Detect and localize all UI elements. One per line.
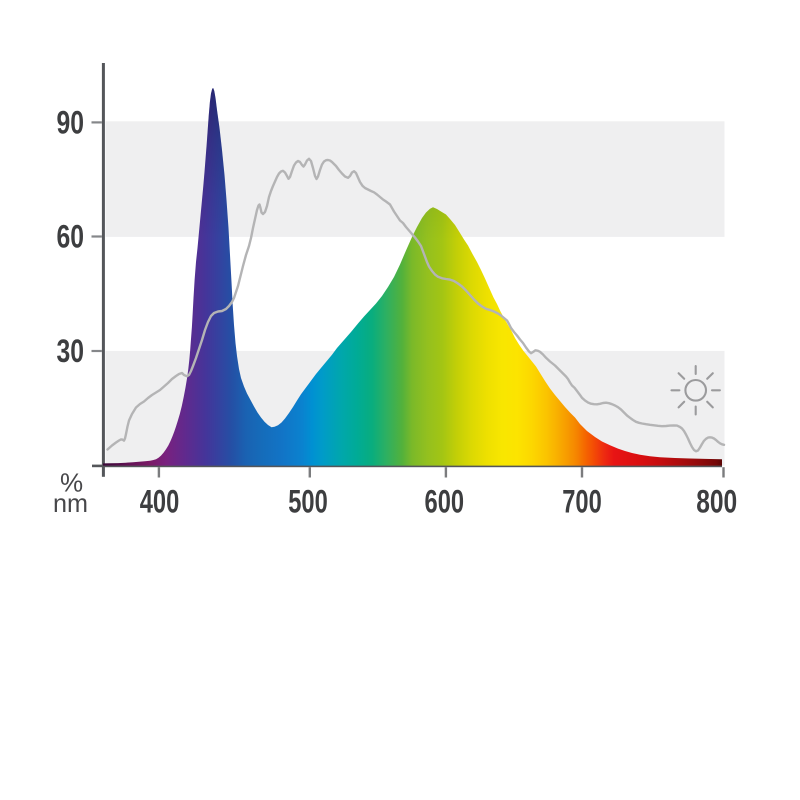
svg-text:500: 500 [288, 484, 328, 520]
svg-text:nm: nm [53, 488, 88, 518]
svg-text:800: 800 [696, 484, 737, 520]
svg-text:600: 600 [425, 484, 465, 520]
svg-text:700: 700 [562, 484, 602, 520]
svg-text:30: 30 [57, 333, 85, 369]
svg-text:%: % [60, 468, 83, 498]
svg-text:60: 60 [57, 219, 85, 255]
svg-text:90: 90 [57, 105, 85, 141]
svg-text:400: 400 [140, 484, 180, 520]
